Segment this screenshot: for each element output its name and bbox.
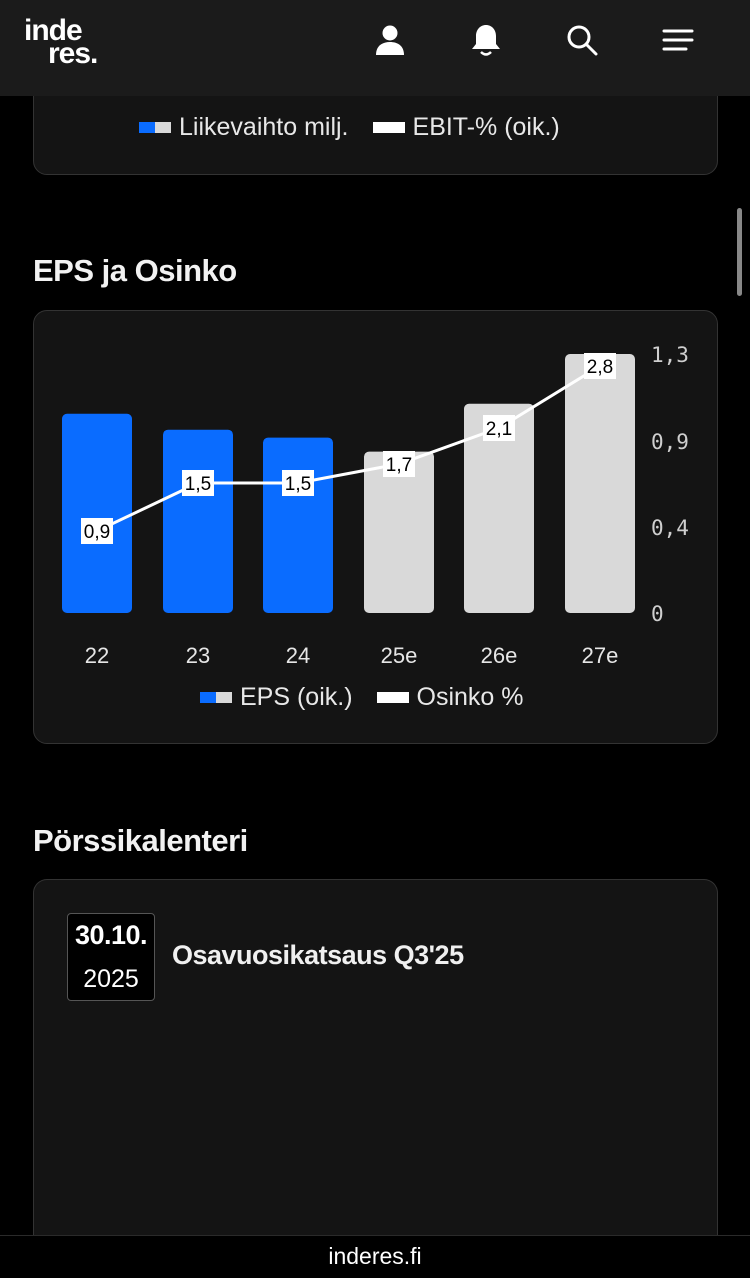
eps-bar[interactable]: [565, 354, 635, 613]
page-scrollbar[interactable]: [737, 208, 742, 296]
y-axis-tick-label: 1,3: [651, 343, 689, 367]
eps-section-title: EPS ja Osinko: [33, 253, 237, 288]
x-axis-tick-label: 23: [186, 643, 210, 668]
browser-url-bar[interactable]: inderes.fi: [0, 1235, 750, 1278]
x-axis-tick-label: 25e: [381, 643, 418, 668]
ebit-swatch: [372, 122, 405, 133]
inderes-logo-text[interactable]: inde res.: [24, 14, 98, 70]
x-axis-tick-label: 26e: [481, 643, 518, 668]
header-overlay: inde res.: [0, 0, 750, 96]
dividend-swatch: [376, 692, 409, 703]
dividend-label-box: [483, 415, 515, 441]
eps-swatch: [200, 692, 232, 703]
legend-item-ebit: EBIT-% (oik.): [372, 113, 560, 142]
eps-chart-legend: EPS (oik.) Osinko %: [200, 683, 524, 712]
eps-bar[interactable]: [263, 437, 333, 613]
url-text: inderes.fi: [328, 1243, 422, 1269]
legend-item-dividend: Osinko %: [376, 683, 524, 712]
eps-bar[interactable]: [464, 403, 534, 613]
dividend-data-label: 2,8: [587, 357, 613, 378]
x-axis-tick-label: 22: [85, 643, 109, 668]
eps-bar[interactable]: [163, 429, 233, 613]
profile-icon[interactable]: [370, 20, 410, 60]
dividend-data-label: 1,7: [386, 455, 412, 476]
revenue-chart-legend: Liikevaihto milj. EBIT-% (oik.): [139, 113, 560, 142]
dividend-data-label: 1,5: [185, 474, 211, 495]
x-axis-tick-label: 24: [286, 643, 310, 668]
dividend-line: [96, 364, 601, 533]
eps-dividend-chart: 1,3 0,9 0,4 0 22 23 24 25e 26e 27e 0,9 1,5 1,5 1,7 2,1…: [62, 343, 689, 668]
dividend-label-box: [584, 353, 616, 379]
header-backdrop: [0, 0, 750, 96]
y-axis-tick-label: 0,4: [651, 516, 689, 540]
x-axis-tick-label: 27e: [582, 643, 619, 668]
dividend-label-box: [282, 470, 314, 496]
y-axis-tick-label: 0,9: [651, 430, 689, 454]
dividend-label-box: [383, 451, 415, 477]
dividend-label-box: [182, 470, 214, 496]
dividend-data-label: 0,9: [84, 522, 110, 543]
notification-bell-icon[interactable]: [466, 20, 506, 60]
calendar-section-title: Pörssikalenteri: [33, 823, 248, 858]
eps-chart-card: 1,3 0,9 0,4 0 22 23 24 25e 26e 27e 0,9 1,5 1,5 1,7 2,1…: [33, 310, 718, 744]
eps-bar[interactable]: [62, 413, 132, 613]
eps-bar[interactable]: [364, 451, 434, 613]
dividend-label-box: [81, 518, 113, 544]
legend-item-revenue: Liikevaihto milj.: [139, 113, 349, 142]
dividend-data-label: 1,5: [285, 474, 311, 495]
event-title-link[interactable]: Osavuosikatsaus Q3'25: [172, 940, 464, 970]
calendar-card: 30.10. 2025 Osavuosikatsaus Q3'25: [33, 879, 718, 1278]
y-axis-tick-label: 0: [651, 602, 664, 626]
revenue-swatch: [139, 122, 171, 133]
legend-item-eps: EPS (oik.): [200, 683, 353, 712]
hamburger-menu-icon[interactable]: [658, 20, 698, 60]
event-date-box: 30.10. 2025: [67, 913, 155, 1001]
event-date: 30.10.: [74, 920, 148, 950]
dividend-data-label: 2,1: [486, 419, 512, 440]
event-year: 2025: [83, 965, 139, 993]
magnifier-search-icon[interactable]: [562, 20, 602, 60]
